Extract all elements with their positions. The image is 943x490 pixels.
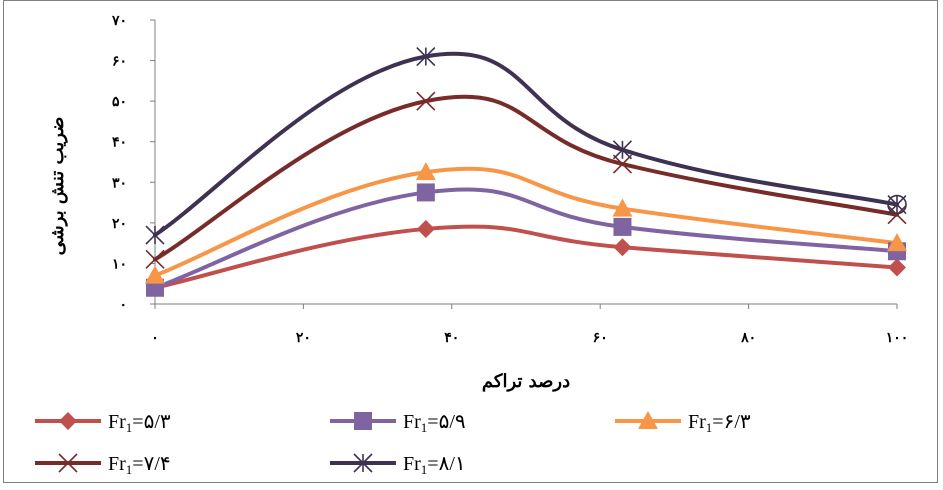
marker-star (612, 140, 633, 160)
series-line (153, 187, 899, 290)
y-tick-label: ۴۰ (112, 135, 127, 151)
y-tick-label: ۳۰ (112, 175, 127, 191)
marker-triangle (887, 233, 907, 252)
x-tick-label: ۶۰ (593, 330, 608, 346)
legend-label: Fr1=۶/۳ (688, 411, 751, 435)
y-tick-label: ۵۰ (112, 94, 127, 110)
legend: Fr1=۵/۳ Fr1=۵/۹ Fr1=۶/۳ Fr1=۷/۴ Fr1=۸/۱ (35, 411, 751, 477)
y-tick-label: ۶۰ (112, 54, 127, 70)
chart-frame (3, 0, 938, 483)
y-axis-title: ضریب تنش برشی (47, 117, 68, 256)
marker-triangle (638, 411, 658, 429)
highlight-circle (887, 194, 907, 215)
x-axis-title: درصد تراکم (482, 371, 570, 392)
marker-diamond (416, 219, 435, 238)
x-tick-label: ۲۰ (296, 330, 311, 346)
marker-x (612, 154, 633, 174)
y-tick-label: ۰ (119, 297, 127, 313)
x-tick-label: ۸۰ (740, 330, 756, 346)
series-line (153, 224, 899, 290)
legend-item: Fr1=۵/۳ (35, 411, 171, 435)
marker-triangle (145, 265, 165, 284)
legend-item: Fr1=۸/۱ (330, 453, 466, 477)
marker-square (613, 217, 632, 236)
x-tick-label: ۱۰۰ (886, 330, 909, 346)
marker-x (416, 91, 436, 111)
marker-x (887, 205, 907, 225)
y-tick-label: ۱۰ (112, 256, 127, 272)
x-tick-label: ۰ (151, 330, 159, 346)
marker-diamond (888, 258, 906, 277)
axes (154, 20, 897, 305)
legend-item: Fr1=۶/۳ (615, 411, 751, 435)
marker-diamond (613, 238, 632, 257)
legend-label: Fr1=۵/۹ (403, 411, 466, 435)
marker-star (416, 46, 436, 67)
legend-label: Fr1=۸/۱ (403, 453, 466, 477)
x-tick-label: ۴۰ (444, 330, 459, 346)
marker-star (353, 453, 373, 473)
legend-label: Fr1=۷/۴ (108, 453, 171, 477)
marker-triangle (612, 198, 633, 217)
marker-diamond (59, 412, 77, 430)
legend-item: Fr1=۵/۹ (330, 411, 466, 435)
series-group (153, 51, 899, 290)
y-tick-label: ۷۰ (111, 13, 127, 29)
marker-x (145, 249, 165, 269)
marker-square (416, 183, 435, 202)
ticks: ۰ ۱۰ ۲۰ ۳۰ ۴۰ ۵۰ ۶۰ ۷۰ ۰ ۲۰ ۴۰ ۶۰ ۸۰ ۱۰۰ (111, 13, 908, 346)
marker-square (354, 412, 372, 430)
y-tick-label: ۲۰ (112, 216, 127, 232)
series-line (153, 166, 899, 278)
legend-label: Fr1=۵/۳ (108, 411, 171, 435)
markers-group (145, 46, 907, 297)
series-line (153, 51, 899, 238)
series-line (153, 94, 899, 262)
marker-triangle (415, 162, 436, 181)
marker-x (58, 453, 78, 473)
legend-item: Fr1=۷/۴ (35, 453, 171, 477)
marker-star (145, 225, 165, 245)
